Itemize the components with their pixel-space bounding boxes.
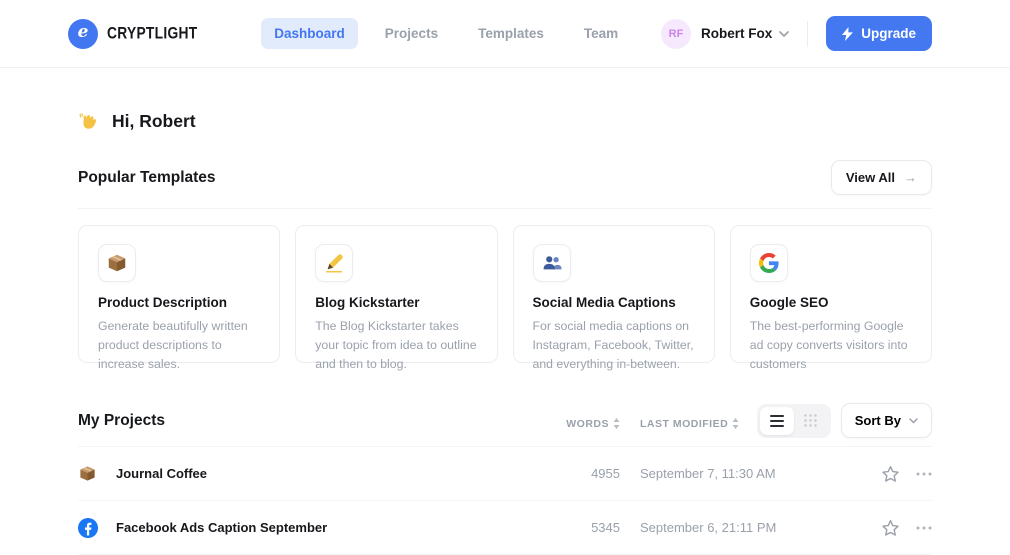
nav-item-dashboard[interactable]: Dashboard	[261, 18, 358, 49]
header-divider	[807, 20, 809, 47]
package-icon	[78, 464, 102, 483]
template-card-google-seo[interactable]: Google SEO The best-performing Google ad…	[729, 225, 932, 371]
cryptlight-logo-icon: e	[68, 18, 98, 49]
card-title: Social Media Captions	[532, 295, 676, 310]
more-options-button[interactable]	[916, 526, 932, 530]
projects-list: Journal Coffee 4955 September 7, 11:30 A…	[78, 447, 932, 555]
nav-item-templates[interactable]: Templates	[478, 26, 544, 41]
view-toggle	[756, 403, 831, 438]
grid-view-button[interactable]	[794, 407, 828, 435]
card-title: Google SEO	[749, 295, 829, 310]
package-icon	[98, 244, 136, 282]
column-header-words[interactable]: WORDS	[566, 418, 620, 430]
brand-logo[interactable]: e CRYPTLIGHT	[68, 18, 205, 49]
greeting: Hi, Robert	[78, 110, 932, 132]
card-description: The best-performing Google ad copy conve…	[749, 319, 908, 372]
popular-templates-header: Popular Templates View All →	[78, 160, 932, 209]
list-view-button[interactable]	[759, 406, 794, 435]
sort-arrows-icon	[732, 418, 739, 430]
facebook-icon	[78, 517, 102, 538]
user-name: Robert Fox	[700, 26, 773, 41]
lightning-icon	[842, 26, 854, 41]
nav-item-team[interactable]: Team	[583, 26, 619, 41]
google-icon	[749, 244, 788, 282]
list-icon	[769, 414, 784, 427]
project-row-journal-coffee[interactable]: Journal Coffee 4955 September 7, 11:30 A…	[78, 447, 932, 501]
template-card-social-media-captions[interactable]: Social Media Captions For social media c…	[512, 225, 715, 371]
waving-hand-icon	[78, 110, 100, 132]
favorite-star-button[interactable]	[881, 465, 900, 483]
grid-icon	[804, 414, 817, 427]
my-projects-header: My Projects WORDS LAST MODIFIED	[78, 403, 932, 447]
more-options-button[interactable]	[916, 472, 932, 476]
card-description: Generate beautifully written product des…	[98, 319, 248, 372]
project-last-modified: September 6, 21:11 PM	[640, 520, 777, 535]
template-card-product-description[interactable]: Product Description Generate beautifully…	[78, 225, 281, 371]
main-nav: Dashboard Projects Templates Team	[261, 18, 631, 49]
arrow-right-icon: →	[904, 170, 917, 185]
template-cards: Product Description Generate beautifully…	[78, 225, 932, 371]
nav-item-projects[interactable]: Projects	[384, 26, 439, 41]
card-description: The Blog Kickstarter takes your topic fr…	[315, 319, 477, 372]
project-words: 5345	[591, 520, 620, 535]
card-title: Product Description	[98, 295, 228, 310]
upgrade-button[interactable]: Upgrade	[826, 16, 932, 51]
template-card-blog-kickstarter[interactable]: Blog Kickstarter The Blog Kickstarter ta…	[295, 225, 498, 371]
project-name: Facebook Ads Caption September	[116, 520, 328, 535]
column-header-last-modified[interactable]: LAST MODIFIED	[640, 418, 739, 430]
project-row-facebook-ads[interactable]: Facebook Ads Caption September 5345 Sept…	[78, 501, 932, 555]
view-all-button[interactable]: View All →	[830, 160, 932, 195]
project-words: 4955	[591, 466, 620, 481]
favorite-star-button[interactable]	[881, 519, 900, 537]
user-menu[interactable]: RF Robert Fox	[660, 18, 790, 49]
sort-arrows-icon	[613, 418, 620, 430]
project-name: Journal Coffee	[116, 466, 208, 481]
avatar: RF	[660, 18, 691, 49]
chevron-down-icon	[909, 417, 918, 424]
card-title: Blog Kickstarter	[315, 295, 420, 310]
writing-hand-icon	[315, 244, 354, 282]
my-projects-title: My Projects	[78, 411, 166, 429]
card-description: For social media captions on Instagram, …	[532, 319, 694, 372]
popular-templates-title: Popular Templates	[78, 168, 216, 186]
chevron-down-icon	[779, 30, 790, 37]
top-navbar: e CRYPTLIGHT Dashboard Projects Template…	[0, 0, 1010, 68]
project-last-modified: September 7, 11:30 AM	[640, 466, 776, 481]
greeting-text: Hi, Robert	[112, 110, 196, 131]
sort-by-button[interactable]: Sort By	[840, 403, 932, 438]
people-icon	[532, 244, 571, 282]
brand-name: CRYPTLIGHT	[107, 23, 198, 44]
